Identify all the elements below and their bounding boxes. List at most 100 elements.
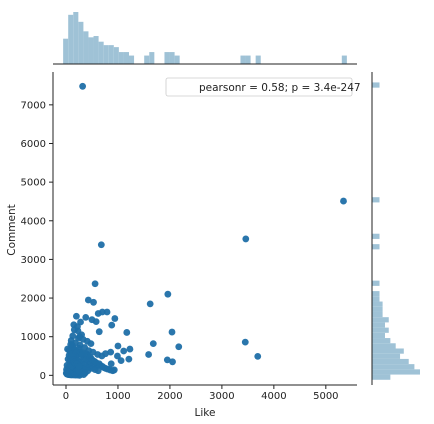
scatter-point — [84, 296, 92, 304]
scatter-points — [62, 82, 347, 379]
scatter-point — [242, 235, 250, 243]
top-hist-bar — [73, 12, 79, 64]
scatter-point — [92, 318, 100, 326]
y-tick-label: 2000 — [21, 294, 46, 305]
y-tick-label: 5000 — [21, 178, 46, 189]
scatter-point — [94, 351, 102, 358]
scatter-point — [75, 363, 83, 370]
right-hist-bar — [372, 374, 391, 380]
y-tick-label: 6000 — [21, 139, 46, 150]
y-tick-label: 7000 — [21, 100, 46, 111]
scatter-point — [69, 332, 77, 340]
scatter-point — [168, 328, 176, 336]
scatter-point — [169, 358, 176, 366]
scatter-point — [87, 340, 95, 348]
scatter-point — [126, 345, 134, 353]
scatter-point — [145, 351, 153, 358]
top-hist-bar — [83, 31, 89, 64]
scatter-point — [79, 82, 87, 90]
right-hist-bar — [372, 327, 389, 333]
scatter-point — [72, 312, 80, 320]
right-hist-bar — [372, 296, 380, 302]
scatter-point — [97, 241, 105, 249]
x-tick-label: 1000 — [105, 391, 130, 402]
top-hist-bar — [93, 36, 99, 64]
scatter-point — [125, 355, 133, 363]
x-tick-label: 5000 — [313, 391, 338, 402]
right-hist-bar — [372, 343, 396, 349]
right-hist-bar — [372, 291, 380, 297]
scatter-point — [254, 353, 262, 360]
x-tick-label: 2000 — [157, 391, 182, 402]
scatter-point — [114, 352, 121, 360]
right-hist-bar — [372, 353, 401, 359]
right-hist-bar — [372, 338, 391, 344]
right-marginal-histogram — [372, 82, 420, 380]
top-hist-bar — [164, 52, 170, 64]
y-tick-label: 3000 — [21, 255, 46, 266]
top-hist-bar — [174, 55, 180, 64]
scatter-point — [107, 348, 115, 356]
right-hist-bar — [372, 348, 404, 354]
y-tick-label: 4000 — [21, 216, 46, 227]
scatter-point — [91, 280, 99, 288]
x-axis-label: Like — [195, 407, 216, 419]
top-hist-bar — [108, 45, 114, 64]
legend: pearsonr = 0.58; p = 3.4e-247 — [165, 77, 361, 97]
right-hist-bar — [372, 322, 385, 328]
right-hist-bar — [372, 244, 380, 250]
y-tick-label: 0 — [40, 371, 46, 382]
scatter-point — [77, 318, 84, 326]
x-axis-ticks: 0 1000 2000 3000 4000 5000 — [63, 385, 339, 402]
scatter-point — [123, 329, 131, 336]
x-tick-label: 4000 — [261, 391, 286, 402]
scatter-point — [146, 300, 154, 308]
scatter-point — [107, 360, 115, 368]
top-hist-bar — [118, 52, 124, 64]
right-hist-bar — [372, 369, 420, 375]
scatter-point — [103, 308, 111, 316]
right-hist-bar — [372, 197, 380, 203]
top-hist-bar — [63, 38, 69, 64]
top-hist-bar — [88, 37, 94, 64]
top-hist-bar — [240, 55, 246, 64]
scatter-plot-area: 0 1000 2000 3000 4000 5000 0 1000 2000 3000 4000 5… — [6, 72, 361, 419]
right-hist-bar — [372, 358, 409, 365]
scatter-point — [108, 321, 116, 329]
scatter-point — [175, 343, 183, 351]
top-hist-bar — [169, 52, 175, 64]
right-hist-bar — [372, 301, 383, 307]
scatter-point — [109, 367, 117, 375]
legend-box — [165, 77, 353, 97]
top-hist-bar — [98, 41, 104, 64]
right-hist-bar — [372, 280, 380, 286]
scatter-point — [67, 341, 75, 348]
top-hist-bar — [341, 55, 347, 64]
top-hist-bar — [129, 55, 135, 64]
y-axis-ticks: 0 1000 2000 3000 4000 5000 6000 7000 — [21, 100, 53, 382]
scatter-point — [94, 367, 102, 375]
x-tick-label: 3000 — [209, 391, 234, 402]
scatter-point — [117, 357, 125, 365]
top-hist-bar — [255, 55, 261, 64]
scatter-point — [94, 310, 102, 317]
top-hist-bar — [144, 55, 150, 64]
x-tick-label: 0 — [63, 391, 69, 402]
right-hist-bar — [372, 306, 383, 312]
pearson-annotation: pearsonr = 0.58; p = 3.4e-247 — [199, 82, 361, 94]
right-hist-bar — [372, 317, 389, 323]
right-hist-bar — [372, 311, 383, 318]
top-marginal-histogram — [63, 12, 347, 65]
top-hist-bar — [78, 21, 84, 64]
scatter-point — [82, 313, 90, 321]
scatter-point — [95, 328, 103, 336]
scatter-point — [90, 298, 97, 306]
y-axis-label: Comment — [6, 204, 18, 255]
scatter-point — [120, 347, 128, 355]
right-hist-bar — [372, 364, 415, 370]
scatter-point — [163, 356, 171, 364]
right-hist-bar — [372, 332, 385, 339]
right-hist-bar — [372, 82, 380, 88]
top-hist-bar — [113, 47, 119, 64]
